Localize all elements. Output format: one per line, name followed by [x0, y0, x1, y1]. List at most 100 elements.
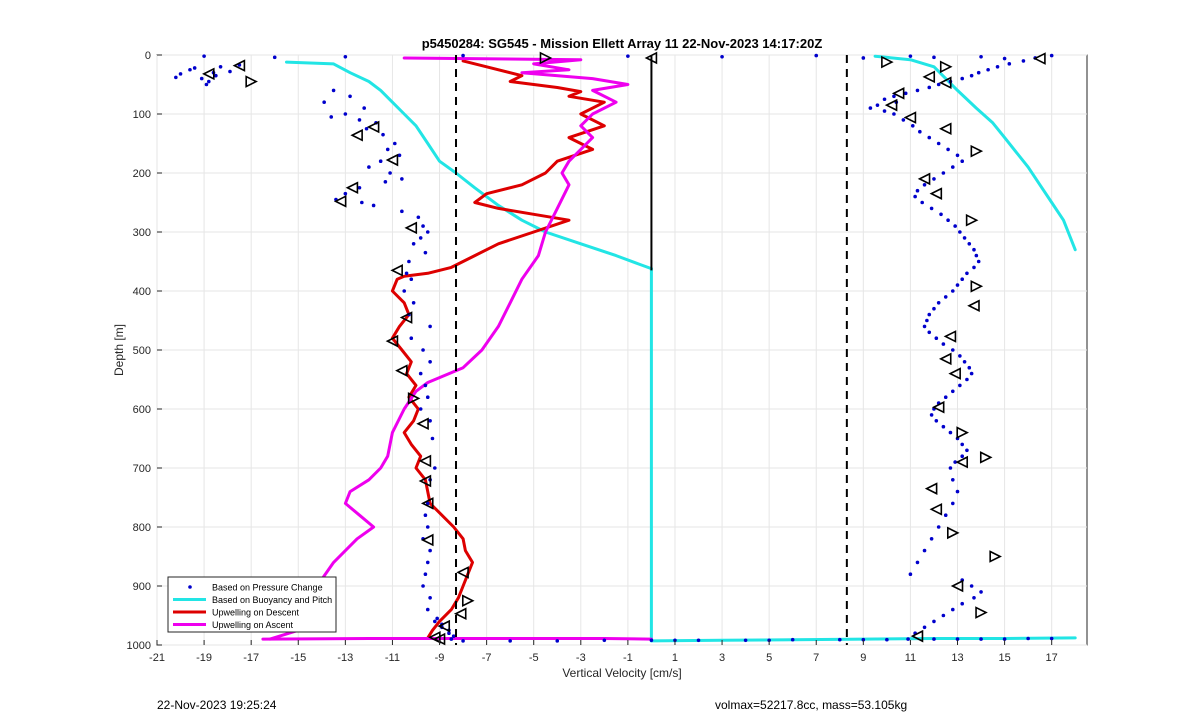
pressure-point [1002, 637, 1007, 641]
triangle-marker [929, 503, 943, 516]
pressure-point [943, 395, 948, 400]
pressure-point [960, 454, 965, 459]
pressure-point [322, 100, 326, 104]
pressure-point [357, 118, 362, 122]
pressure-point [950, 607, 955, 612]
axes: -21 -19 -17 -15 -13 -11 -9 -7 -5 -3 -1 1 3 5 7 9 11 13 15 1… [127, 50, 1058, 664]
triangle-marker [420, 533, 434, 547]
pressure-point [602, 638, 607, 643]
pressure-point [378, 159, 383, 163]
y-tick-label: 600 [133, 404, 151, 416]
pressure-point [936, 525, 941, 529]
triangle-marker [955, 455, 969, 469]
x-tick-label: 7 [813, 652, 819, 664]
pressure-point [958, 354, 962, 358]
pressure-point [367, 165, 371, 169]
pressure-point [329, 115, 334, 119]
y-tick-label: 0 [145, 50, 151, 62]
pressure-point [411, 301, 416, 305]
pressure-point [428, 596, 432, 600]
triangle-marker [539, 51, 553, 65]
x-tick-label: -11 [385, 652, 400, 664]
legend-label-upwelling_descent: Upwelling on Descent [212, 608, 300, 618]
pressure-point [428, 419, 432, 423]
pressure-point [903, 91, 908, 96]
pressure-point [934, 336, 939, 341]
x-tick-label: -1 [623, 652, 633, 664]
pressure-point [1021, 59, 1026, 63]
pressure-point [950, 478, 955, 482]
triangle-marker [232, 59, 246, 72]
pressure-point [950, 165, 955, 169]
pressure-point [950, 501, 955, 506]
pressure-point [969, 584, 974, 588]
pressure-point [936, 301, 941, 305]
legend-label-upwelling_ascent: Upwelling on Ascent [212, 620, 294, 630]
x-tick-label: -19 [196, 652, 212, 664]
pressure-point [192, 66, 197, 70]
x-tick-label: 11 [905, 652, 916, 664]
pressure-point [920, 200, 924, 205]
triangle-marker [938, 122, 952, 136]
pressure-point [868, 106, 873, 110]
y-tick-label: 300 [133, 227, 151, 239]
triangle-marker [910, 629, 924, 643]
pressure-point [929, 537, 934, 541]
chart-title: p5450284: SG545 - Mission Ellett Array 1… [422, 36, 823, 51]
pressure-point [362, 106, 366, 110]
pressure-point [649, 638, 654, 643]
pressure-point [343, 112, 348, 116]
x-tick-label: -3 [576, 652, 586, 664]
pressure-point [400, 209, 404, 214]
triangle-marker [891, 87, 905, 100]
x-tick-label: -17 [243, 652, 259, 664]
triangle-marker [989, 550, 1002, 563]
triangle-marker [970, 279, 984, 293]
pressure-point [407, 259, 411, 264]
pressure-point [555, 639, 560, 643]
pressure-point [199, 76, 204, 81]
pressure-point [430, 436, 435, 441]
y-tick-label: 1000 [127, 640, 151, 652]
pressure-point [995, 65, 1000, 69]
pressure-point [922, 183, 927, 187]
triangle-marker [428, 631, 441, 644]
pressure-point [915, 88, 920, 93]
triangle-marker [407, 392, 421, 405]
pressure-point [927, 330, 932, 335]
x-tick-label: 3 [719, 652, 725, 664]
pressure-point [423, 250, 428, 255]
pressure-point [927, 312, 932, 317]
pressure-point [892, 112, 896, 116]
pressure-point [960, 159, 965, 163]
pressure-point [967, 242, 972, 246]
pressure-point [206, 79, 211, 84]
triangle-marker [385, 334, 399, 348]
y-tick-label: 100 [133, 109, 151, 121]
footer-mass-info: volmax=52217.8cc, mass=53.105kg [715, 698, 908, 712]
triangle-marker [418, 474, 432, 488]
pressure-point [941, 424, 946, 429]
pressure-point [360, 200, 364, 205]
pressure-point [214, 73, 218, 78]
pressure-point [421, 584, 425, 588]
pressure-point [433, 466, 437, 470]
pressure-point [392, 141, 397, 146]
triangle-marker [917, 172, 931, 186]
pressure-point [428, 548, 432, 553]
pressure-point [932, 306, 936, 311]
triangle-marker [1033, 52, 1046, 65]
pressure-point [435, 616, 439, 621]
triangle-marker [881, 55, 894, 69]
pressure-point [720, 54, 724, 59]
pressure-point [910, 124, 915, 128]
pressure-point [960, 442, 965, 447]
y-tick-label: 500 [133, 345, 151, 357]
pressure-point [418, 236, 423, 240]
pressure-point [922, 625, 927, 630]
triangle-marker [644, 51, 658, 65]
triangle-marker [395, 364, 408, 377]
pressure-point [969, 73, 974, 78]
pressure-point [425, 501, 430, 506]
triangle-marker [948, 367, 961, 380]
